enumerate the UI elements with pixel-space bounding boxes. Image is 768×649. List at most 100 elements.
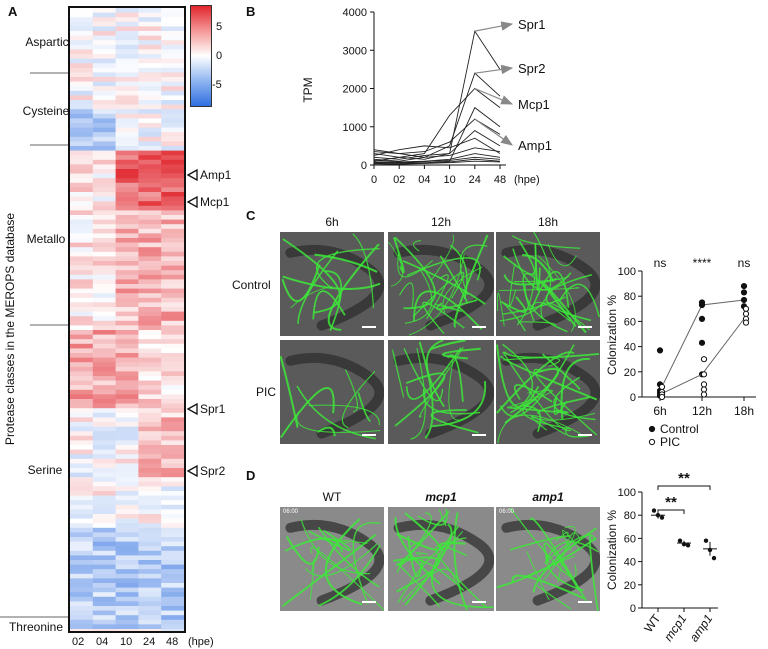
heatmap-cell: [115, 587, 139, 593]
heatmap-cell: [161, 431, 185, 437]
heatmap-cell: [161, 288, 185, 294]
heatmap-cell: [161, 219, 185, 225]
hyphae-strand: [459, 244, 488, 295]
marker-label-amp1: Amp1: [200, 168, 232, 182]
heatmap-cell: [138, 141, 162, 147]
heatmap-cell: [92, 270, 117, 276]
heatmap-cell: [161, 606, 185, 611]
heatmap-cell: [161, 146, 185, 151]
hyphae-strand: [508, 389, 553, 408]
heatmap-cell: [115, 449, 139, 455]
heatmap-cell: [70, 403, 94, 409]
hyphae-strand: [496, 344, 540, 408]
heatmap-cell: [70, 596, 94, 602]
heatmap-cell: [161, 113, 185, 119]
heatmap-cell: [92, 95, 117, 101]
colon-d-point: [655, 513, 661, 518]
hyphae-strand: [547, 243, 577, 267]
heatmap-cell: [138, 201, 162, 207]
heatmap-cell: [161, 615, 185, 621]
hyphae-strand: [404, 266, 433, 324]
heatmap-cell: [92, 587, 117, 593]
heatmap-cell: [70, 132, 94, 138]
hyphae-strand: [516, 243, 537, 326]
heatmap-cell: [70, 54, 94, 59]
heatmap-xtick-04: 04: [96, 636, 109, 648]
tpm-x-tick-label: 04: [418, 174, 430, 186]
heatmap-cell: [115, 251, 139, 257]
hyphae-strand: [352, 521, 381, 605]
heatmap-cell: [161, 196, 185, 202]
heatmap-cell: [115, 619, 139, 625]
colon-c-significance: ns: [654, 256, 667, 270]
heatmap-cell: [70, 155, 94, 161]
heatmap-cell: [138, 468, 162, 473]
heatmap-cell: [161, 21, 185, 27]
hyphae-strand: [509, 535, 571, 551]
heatmap-cell: [115, 44, 139, 50]
heatmap-cell: [92, 63, 117, 69]
heatmap-cell: [138, 394, 162, 400]
heatmap-cell: [161, 35, 185, 41]
hyphae-strand: [498, 287, 580, 291]
heatmap-cell: [161, 592, 185, 598]
hyphae-strand: [395, 541, 421, 567]
tpm-series-arrow: [474, 87, 514, 105]
heatmap-cell: [138, 334, 162, 340]
heatmap-cell: [138, 44, 162, 50]
heatmap-cell: [161, 8, 185, 13]
heatmap-cell: [115, 178, 139, 184]
hyphae-strand: [559, 283, 600, 318]
heatmap-cell: [70, 445, 94, 450]
heatmap-cell: [115, 123, 139, 128]
hyphae-strand: [530, 415, 566, 436]
heatmap-cell: [161, 67, 185, 73]
heatmap-cell: [70, 399, 94, 404]
heatmap-cell: [138, 500, 162, 506]
heatmap-cell: [115, 578, 139, 584]
heatmap-cell: [92, 445, 117, 450]
heatmap-cell: [92, 564, 117, 570]
heatmap-cell: [138, 302, 162, 308]
heatmap-cell: [138, 417, 162, 423]
heatmap-cell: [115, 472, 139, 478]
heatmap-cell: [92, 532, 117, 538]
heatmap-cell: [115, 486, 139, 492]
heatmap-cell: [138, 366, 162, 372]
tpm-series-line: [373, 29, 501, 160]
heatmap-cell: [161, 472, 185, 478]
heatmap-cell: [70, 104, 94, 110]
heatmap-cell: [115, 389, 139, 395]
heatmap-cell: [92, 155, 117, 161]
heatmap-cell: [138, 284, 162, 289]
heatmap-cell: [92, 40, 117, 46]
heatmap-cell: [138, 238, 162, 243]
heatmap-cell: [138, 224, 162, 230]
heatmap-cell: [70, 196, 94, 202]
heatmap-cell: [138, 477, 162, 483]
heatmap-x-unit: (hpe): [188, 636, 214, 648]
heatmap-cell: [161, 265, 185, 271]
heatmap-cell: [92, 132, 117, 138]
heatmap-cell: [161, 118, 185, 124]
micrograph-wt: 06:00: [280, 507, 384, 611]
colorbar-tick-0: 0: [216, 50, 223, 62]
heatmap-cell: [70, 215, 94, 220]
micrograph-control-18h: [496, 232, 600, 336]
heatmap-cell: [70, 431, 94, 437]
heatmap-cell: [161, 601, 185, 607]
heatmap-cell: [161, 371, 185, 377]
heatmap-cell: [161, 81, 185, 87]
heatmap-cell: [115, 95, 139, 101]
heatmap-cell: [70, 118, 94, 124]
heatmap-cell: [92, 219, 117, 225]
heatmap-cell: [70, 435, 94, 441]
colorbar: [190, 5, 212, 107]
colon-c-point: [742, 310, 750, 317]
heatmap-cell: [70, 31, 94, 36]
colon-c-point: [698, 315, 706, 322]
heatmap-cell: [70, 72, 94, 78]
hyphae-strand: [309, 558, 315, 600]
heatmap-cell: [138, 242, 162, 248]
micro-col-6h: 6h: [325, 215, 339, 229]
